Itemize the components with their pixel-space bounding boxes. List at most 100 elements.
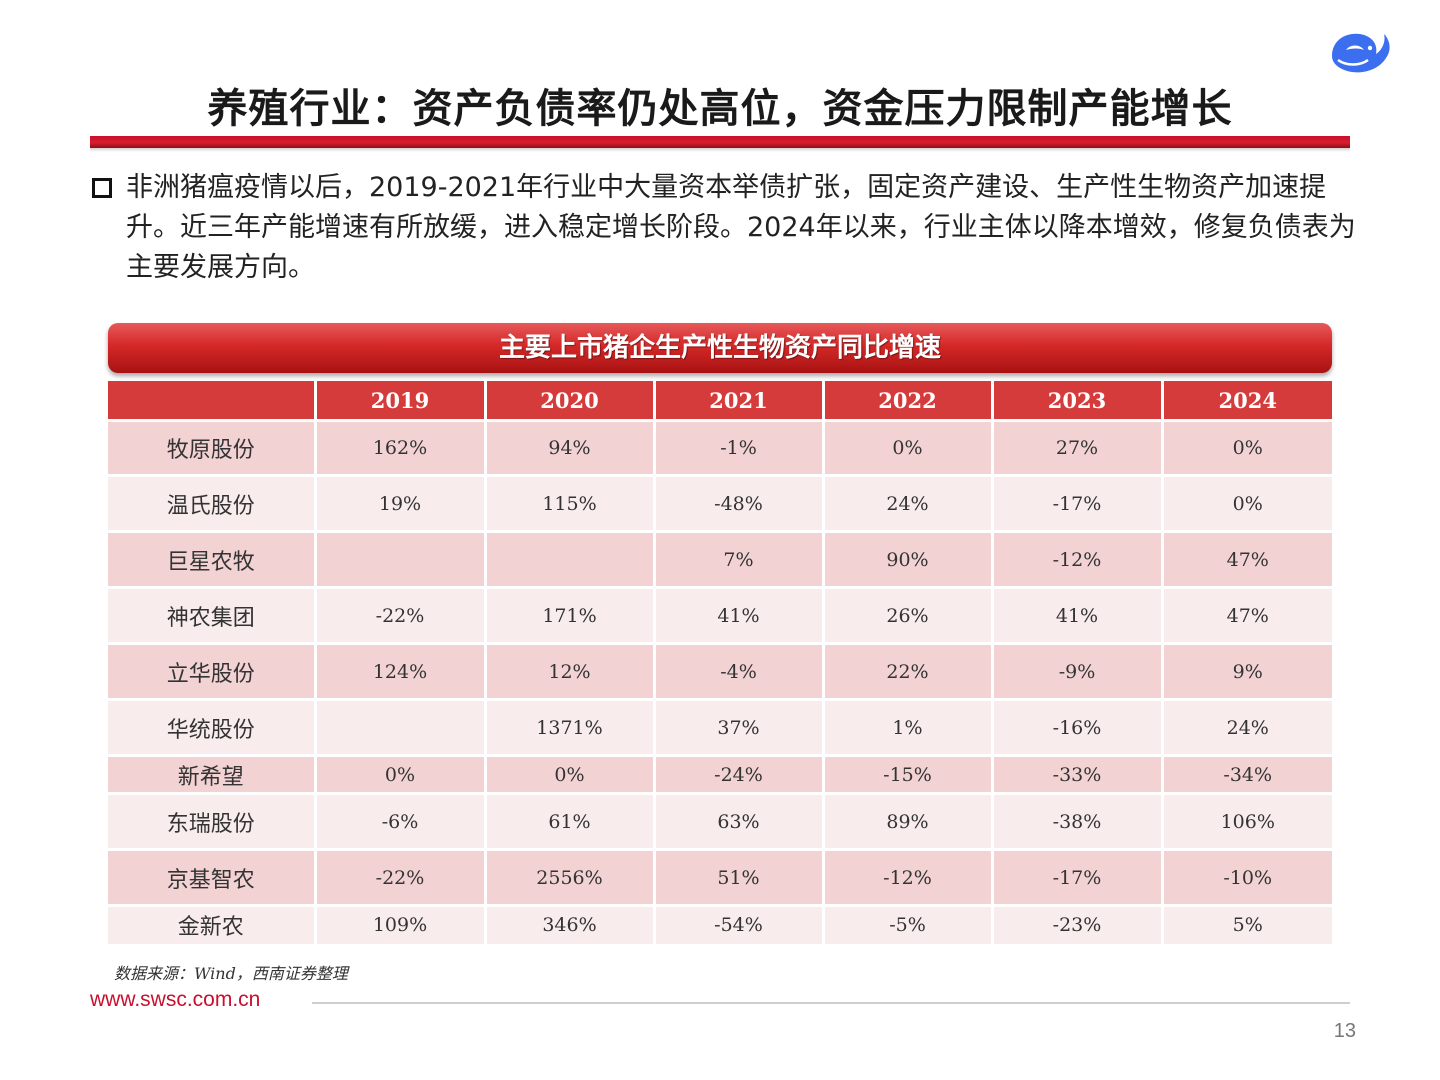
table-header-row: 2019 2020 2021 2022 2023 2024 [108, 381, 1332, 421]
table-cell: 0% [313, 754, 485, 794]
table-row: 立华股份 124% 12% -4% 22% -9% 9% [108, 642, 1332, 700]
table-cell: 171% [483, 586, 654, 644]
table-cell: 41% [652, 586, 823, 644]
table-cell: 2556% [483, 848, 654, 906]
company-name: 神农集团 [108, 586, 315, 644]
title-divider-shadow [90, 148, 1350, 152]
table-cell: 9% [1160, 642, 1332, 700]
bullet-square-icon [92, 178, 112, 198]
table-cell: 0% [1160, 474, 1332, 532]
table-cell: 41% [990, 586, 1162, 644]
table-cell: 90% [821, 530, 992, 588]
table-cell: -23% [990, 904, 1162, 944]
table-cell: -34% [1160, 754, 1332, 794]
column-header: 2022 [821, 381, 992, 421]
table-cell: -17% [990, 474, 1162, 532]
table-cell: -54% [652, 904, 823, 944]
table-cell: 61% [483, 792, 654, 850]
table-cell: -15% [821, 754, 992, 794]
table-cell: 47% [1160, 530, 1332, 588]
table-row: 神农集团 -22% 171% 41% 26% 41% 47% [108, 586, 1332, 644]
table-cell: -10% [1160, 848, 1332, 906]
bullet-text: 非洲猪瘟疫情以后，2019-2021年行业中大量资本举债扩张，固定资产建设、生产… [126, 172, 1356, 283]
company-name: 立华股份 [108, 642, 315, 700]
table-cell: -48% [652, 474, 823, 532]
table-cell: 7% [652, 530, 823, 588]
column-header: 2021 [652, 381, 823, 421]
table-cell: 63% [652, 792, 823, 850]
table-cell: 26% [821, 586, 992, 644]
table-cell: 0% [1160, 419, 1332, 476]
table-cell [483, 530, 654, 588]
table-cell: 0% [821, 419, 992, 476]
table-cell: 27% [990, 419, 1162, 476]
table-cell: -4% [652, 642, 823, 700]
table-cell: -22% [313, 586, 485, 644]
table-cell: -33% [990, 754, 1162, 794]
column-header: 2019 [313, 381, 485, 421]
company-name: 巨星农牧 [108, 530, 315, 588]
table-cell: 106% [1160, 792, 1332, 850]
table-cell: 51% [652, 848, 823, 906]
company-name: 金新农 [108, 904, 315, 944]
table-cell: 109% [313, 904, 485, 944]
company-name: 牧原股份 [108, 419, 315, 476]
table-row: 温氏股份 19% 115% -48% 24% -17% 0% [108, 474, 1332, 532]
table-cell: 346% [483, 904, 654, 944]
table-cell [313, 698, 485, 756]
table-cell: 24% [821, 474, 992, 532]
table-cell: 47% [1160, 586, 1332, 644]
table-cell: 24% [1160, 698, 1332, 756]
table-cell: 0% [483, 754, 654, 794]
column-header [108, 381, 315, 421]
website-link[interactable]: www.swsc.com.cn [90, 988, 261, 1011]
title-divider [90, 136, 1350, 148]
table-cell: -38% [990, 792, 1162, 850]
page-number: 13 [1333, 1020, 1356, 1042]
table-cell: -12% [990, 530, 1162, 588]
column-header: 2024 [1160, 381, 1332, 421]
table-row: 新希望 0% 0% -24% -15% -33% -34% [108, 754, 1332, 794]
table-cell: 22% [821, 642, 992, 700]
table-cell: 89% [821, 792, 992, 850]
table-cell: -24% [652, 754, 823, 794]
footer-divider [312, 1002, 1350, 1004]
growth-table: 2019 2020 2021 2022 2023 2024 牧原股份 162% … [108, 381, 1332, 944]
table-cell: 1% [821, 698, 992, 756]
table-cell: -1% [652, 419, 823, 476]
table-cell [313, 530, 485, 588]
table-title: 主要上市猪企生产性生物资产同比增速 [108, 323, 1332, 373]
table-row: 巨星农牧 7% 90% -12% 47% [108, 530, 1332, 588]
table-row: 京基智农 -22% 2556% 51% -12% -17% -10% [108, 848, 1332, 906]
table-row: 华统股份 1371% 37% 1% -16% 24% [108, 698, 1332, 756]
table-cell: 37% [652, 698, 823, 756]
table-cell: 94% [483, 419, 654, 476]
table-cell: 12% [483, 642, 654, 700]
whale-logo-icon [1332, 33, 1390, 73]
table-cell: -17% [990, 848, 1162, 906]
column-header: 2020 [483, 381, 654, 421]
table-cell: 124% [313, 642, 485, 700]
table-cell: 1371% [483, 698, 654, 756]
table-cell: 162% [313, 419, 485, 476]
company-name: 新希望 [108, 754, 315, 794]
table-row: 东瑞股份 -6% 61% 63% 89% -38% 106% [108, 792, 1332, 850]
company-name: 温氏股份 [108, 474, 315, 532]
data-source-note: 数据来源：Wind，西南证券整理 [114, 964, 348, 983]
table-cell: -6% [313, 792, 485, 850]
table-cell: 5% [1160, 904, 1332, 944]
table-cell: -16% [990, 698, 1162, 756]
table-cell: -5% [821, 904, 992, 944]
table-cell: 115% [483, 474, 654, 532]
table-cell: 19% [313, 474, 485, 532]
company-name: 京基智农 [108, 848, 315, 906]
company-name: 华统股份 [108, 698, 315, 756]
page-title: 养殖行业：资产负债率仍处高位，资金压力限制产能增长 [207, 86, 1233, 132]
table-row: 金新农 109% 346% -54% -5% -23% 5% [108, 904, 1332, 944]
column-header: 2023 [990, 381, 1162, 421]
table-cell: -12% [821, 848, 992, 906]
table-row: 牧原股份 162% 94% -1% 0% 27% 0% [108, 419, 1332, 476]
table-cell: -22% [313, 848, 485, 906]
table-cell: -9% [990, 642, 1162, 700]
company-name: 东瑞股份 [108, 792, 315, 850]
